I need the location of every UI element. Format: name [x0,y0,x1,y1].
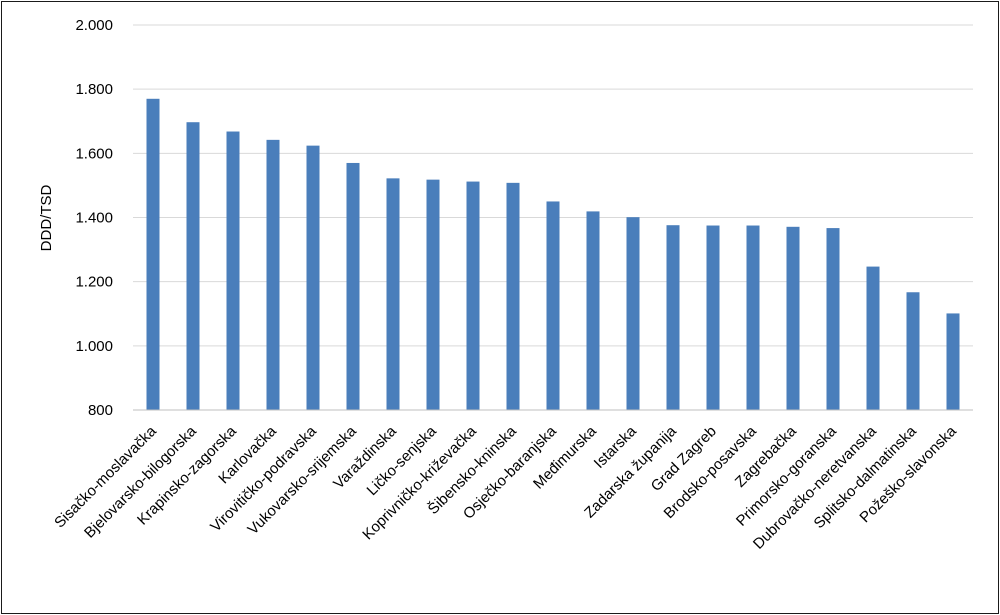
bar [666,225,680,410]
bar [746,225,760,410]
y-tick-label: 800 [88,402,113,419]
y-tick-label: 1.000 [75,338,113,355]
bar [866,266,880,410]
bar [306,145,320,410]
bar [226,131,240,410]
y-axis-title: DDD/TSD [38,185,55,252]
y-tick-label: 1.200 [75,274,113,291]
bar [426,179,440,410]
bar [706,225,720,410]
bar [266,139,280,410]
bar [186,122,200,411]
bar [786,226,800,410]
bar [906,292,920,410]
bar [626,217,640,410]
bar [826,228,840,410]
bar [506,182,520,410]
bar [946,313,960,410]
y-tick-label: 2.000 [75,17,113,34]
y-tick-labels: 800 1.000 1.200 1.400 1.600 1.800 2.000 [75,17,113,419]
x-category-labels: Sisačko-moslavačkaBjelovarsko-bilogorska… [51,422,960,552]
bar [146,98,160,411]
bar [466,181,480,410]
bars [146,98,960,411]
y-tick-label: 1.600 [75,145,113,162]
y-tick-label: 1.400 [75,210,113,227]
bar [586,211,600,410]
bar [546,201,560,410]
bar [346,162,360,410]
bar [386,178,400,410]
y-tick-label: 1.800 [75,81,113,98]
